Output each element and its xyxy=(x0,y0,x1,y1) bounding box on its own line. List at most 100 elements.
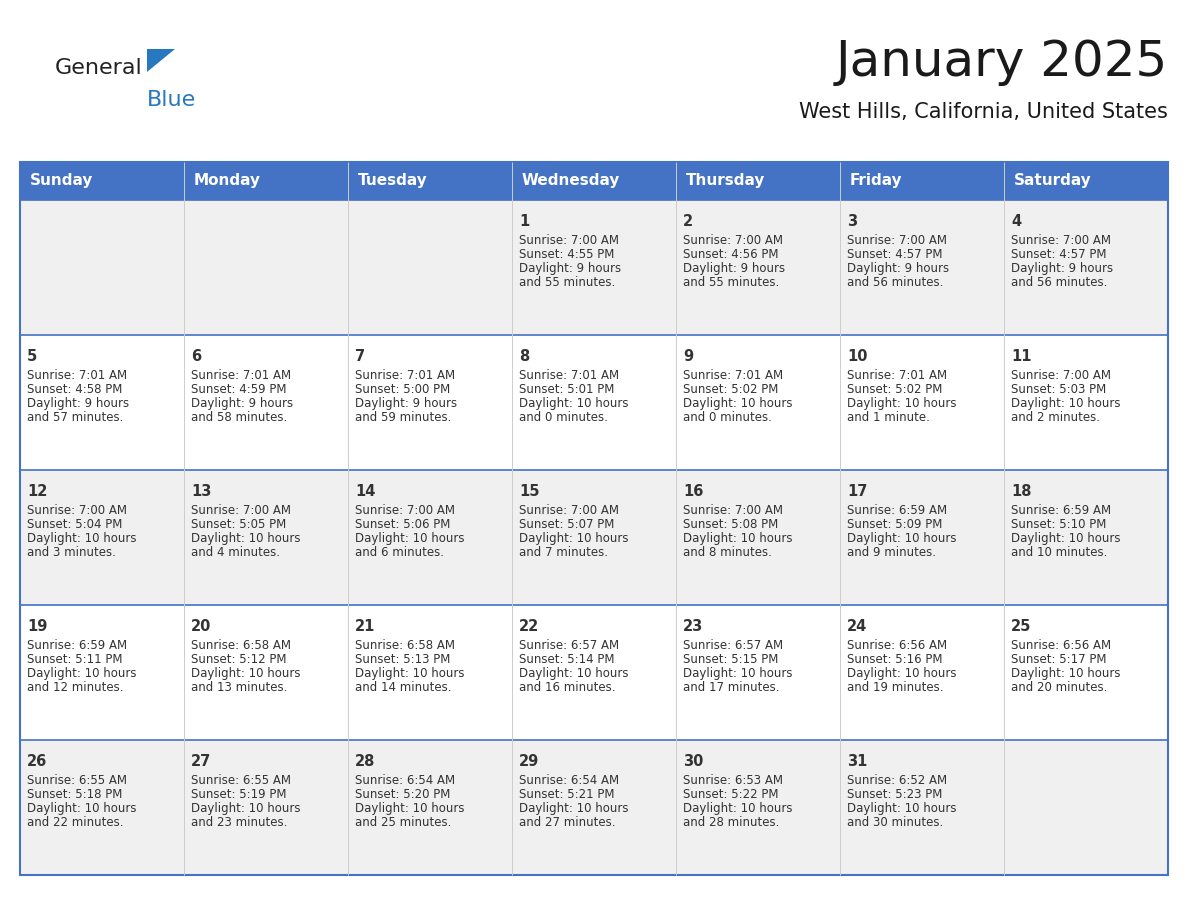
Bar xyxy=(184,335,348,470)
Text: 3: 3 xyxy=(847,214,857,229)
Text: Sunrise: 7:00 AM: Sunrise: 7:00 AM xyxy=(27,504,127,517)
Text: Daylight: 10 hours: Daylight: 10 hours xyxy=(519,397,628,410)
Text: and 25 minutes.: and 25 minutes. xyxy=(355,816,451,829)
Text: and 19 minutes.: and 19 minutes. xyxy=(847,681,943,694)
Bar xyxy=(348,605,512,740)
Text: and 27 minutes.: and 27 minutes. xyxy=(519,816,615,829)
Text: 23: 23 xyxy=(683,619,703,634)
Text: Daylight: 10 hours: Daylight: 10 hours xyxy=(191,532,301,545)
Text: Sunday: Sunday xyxy=(30,174,93,188)
Text: Daylight: 9 hours: Daylight: 9 hours xyxy=(1011,262,1113,275)
Text: and 3 minutes.: and 3 minutes. xyxy=(27,546,116,559)
Text: Daylight: 9 hours: Daylight: 9 hours xyxy=(683,262,785,275)
Text: General: General xyxy=(55,58,143,78)
Text: Sunrise: 7:00 AM: Sunrise: 7:00 AM xyxy=(355,504,455,517)
Text: Sunset: 5:12 PM: Sunset: 5:12 PM xyxy=(191,653,286,666)
Text: and 2 minutes.: and 2 minutes. xyxy=(1011,411,1100,424)
Text: 27: 27 xyxy=(191,754,211,769)
Bar xyxy=(840,605,1004,740)
Text: and 59 minutes.: and 59 minutes. xyxy=(355,411,451,424)
Bar xyxy=(512,162,676,200)
Text: and 0 minutes.: and 0 minutes. xyxy=(683,411,772,424)
Text: and 14 minutes.: and 14 minutes. xyxy=(355,681,451,694)
Text: and 57 minutes.: and 57 minutes. xyxy=(27,411,124,424)
Text: and 22 minutes.: and 22 minutes. xyxy=(27,816,124,829)
Bar xyxy=(512,200,676,335)
Text: and 6 minutes.: and 6 minutes. xyxy=(355,546,444,559)
Text: Sunrise: 6:59 AM: Sunrise: 6:59 AM xyxy=(847,504,947,517)
Text: Sunset: 5:03 PM: Sunset: 5:03 PM xyxy=(1011,383,1106,396)
Text: 19: 19 xyxy=(27,619,48,634)
Text: Sunset: 5:07 PM: Sunset: 5:07 PM xyxy=(519,518,614,531)
Text: and 30 minutes.: and 30 minutes. xyxy=(847,816,943,829)
Text: 20: 20 xyxy=(191,619,211,634)
Text: Sunrise: 6:58 AM: Sunrise: 6:58 AM xyxy=(355,639,455,652)
Text: Daylight: 10 hours: Daylight: 10 hours xyxy=(27,802,137,815)
Text: and 8 minutes.: and 8 minutes. xyxy=(683,546,772,559)
Text: Sunset: 5:05 PM: Sunset: 5:05 PM xyxy=(191,518,286,531)
Text: 29: 29 xyxy=(519,754,539,769)
Bar xyxy=(512,335,676,470)
Bar xyxy=(348,200,512,335)
Bar xyxy=(184,470,348,605)
Bar xyxy=(184,605,348,740)
Text: and 20 minutes.: and 20 minutes. xyxy=(1011,681,1107,694)
Text: Sunset: 4:57 PM: Sunset: 4:57 PM xyxy=(1011,248,1106,261)
Text: 25: 25 xyxy=(1011,619,1031,634)
Bar xyxy=(20,470,184,605)
Text: and 4 minutes.: and 4 minutes. xyxy=(191,546,280,559)
Text: Sunrise: 7:00 AM: Sunrise: 7:00 AM xyxy=(519,504,619,517)
Text: Sunset: 5:02 PM: Sunset: 5:02 PM xyxy=(847,383,942,396)
Text: Sunset: 5:16 PM: Sunset: 5:16 PM xyxy=(847,653,942,666)
Text: 6: 6 xyxy=(191,349,201,364)
Text: Daylight: 10 hours: Daylight: 10 hours xyxy=(27,667,137,680)
Text: Daylight: 10 hours: Daylight: 10 hours xyxy=(355,802,465,815)
Text: 31: 31 xyxy=(847,754,867,769)
Text: Thursday: Thursday xyxy=(685,174,765,188)
Text: Sunset: 4:56 PM: Sunset: 4:56 PM xyxy=(683,248,778,261)
Bar xyxy=(348,740,512,875)
Text: Sunrise: 7:01 AM: Sunrise: 7:01 AM xyxy=(355,369,455,382)
Text: Sunset: 5:15 PM: Sunset: 5:15 PM xyxy=(683,653,778,666)
Bar xyxy=(1004,605,1168,740)
Text: Sunset: 5:19 PM: Sunset: 5:19 PM xyxy=(191,788,286,801)
Text: Sunrise: 7:01 AM: Sunrise: 7:01 AM xyxy=(191,369,291,382)
Text: Sunset: 5:10 PM: Sunset: 5:10 PM xyxy=(1011,518,1106,531)
Text: Sunrise: 7:00 AM: Sunrise: 7:00 AM xyxy=(519,234,619,247)
Text: 14: 14 xyxy=(355,484,375,499)
Text: Sunrise: 7:01 AM: Sunrise: 7:01 AM xyxy=(847,369,947,382)
Text: 15: 15 xyxy=(519,484,539,499)
Text: Daylight: 9 hours: Daylight: 9 hours xyxy=(519,262,621,275)
Text: Daylight: 10 hours: Daylight: 10 hours xyxy=(1011,667,1120,680)
Text: West Hills, California, United States: West Hills, California, United States xyxy=(800,102,1168,122)
Text: 22: 22 xyxy=(519,619,539,634)
Text: 13: 13 xyxy=(191,484,211,499)
Text: Daylight: 9 hours: Daylight: 9 hours xyxy=(27,397,129,410)
Bar xyxy=(840,470,1004,605)
Text: Sunset: 5:18 PM: Sunset: 5:18 PM xyxy=(27,788,122,801)
Bar xyxy=(1004,740,1168,875)
Text: Daylight: 10 hours: Daylight: 10 hours xyxy=(191,802,301,815)
Text: Sunrise: 6:57 AM: Sunrise: 6:57 AM xyxy=(683,639,783,652)
Text: Daylight: 10 hours: Daylight: 10 hours xyxy=(847,802,956,815)
Text: and 10 minutes.: and 10 minutes. xyxy=(1011,546,1107,559)
Text: 2: 2 xyxy=(683,214,693,229)
Text: and 17 minutes.: and 17 minutes. xyxy=(683,681,779,694)
Text: Sunrise: 7:00 AM: Sunrise: 7:00 AM xyxy=(683,504,783,517)
Text: 8: 8 xyxy=(519,349,529,364)
Text: 1: 1 xyxy=(519,214,529,229)
Text: Blue: Blue xyxy=(147,90,196,110)
Bar xyxy=(840,200,1004,335)
Text: and 1 minute.: and 1 minute. xyxy=(847,411,930,424)
Bar xyxy=(1004,335,1168,470)
Text: and 55 minutes.: and 55 minutes. xyxy=(683,276,779,289)
Text: Daylight: 10 hours: Daylight: 10 hours xyxy=(191,667,301,680)
Text: and 9 minutes.: and 9 minutes. xyxy=(847,546,936,559)
Text: and 16 minutes.: and 16 minutes. xyxy=(519,681,615,694)
Text: 9: 9 xyxy=(683,349,693,364)
Text: and 56 minutes.: and 56 minutes. xyxy=(1011,276,1107,289)
Text: Sunset: 4:58 PM: Sunset: 4:58 PM xyxy=(27,383,122,396)
Text: 16: 16 xyxy=(683,484,703,499)
Text: Sunset: 5:20 PM: Sunset: 5:20 PM xyxy=(355,788,450,801)
Bar xyxy=(512,605,676,740)
